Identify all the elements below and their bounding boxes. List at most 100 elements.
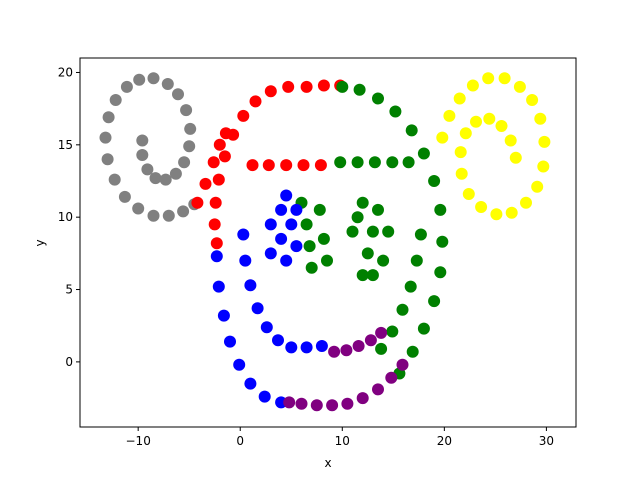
- scatter-point: [526, 94, 539, 106]
- scatter-point: [509, 151, 522, 164]
- scatter-point: [428, 175, 441, 187]
- scatter-point: [237, 109, 250, 122]
- scatter-point: [372, 92, 384, 105]
- scatter-point: [436, 131, 449, 144]
- x-tick-label: 30: [539, 434, 554, 448]
- scatter-point: [353, 83, 366, 96]
- scatter-point: [417, 147, 430, 160]
- scatter-point: [303, 240, 316, 253]
- scatter-point: [210, 250, 223, 263]
- scatter-point: [260, 321, 273, 334]
- scatter-point: [210, 237, 223, 250]
- scatter-point: [317, 232, 330, 245]
- scatter-point: [375, 326, 388, 339]
- scatter-point: [389, 105, 402, 118]
- scatter-point: [159, 173, 172, 186]
- scatter-point: [300, 218, 313, 231]
- scatter-point: [372, 203, 384, 216]
- scatter-point: [328, 345, 341, 358]
- scatter-point: [258, 390, 271, 403]
- scatter-point: [504, 134, 517, 147]
- scatter-point: [310, 399, 323, 412]
- series-layer: [99, 72, 551, 412]
- scatter-point: [454, 146, 467, 159]
- scatter-point: [372, 383, 384, 396]
- scatter-point: [434, 266, 447, 279]
- scatter-point: [505, 206, 518, 219]
- scatter-point: [283, 396, 296, 409]
- scatter-point: [264, 247, 277, 260]
- scatter-point: [396, 303, 409, 316]
- scatter-point: [120, 80, 133, 93]
- scatter-point: [361, 247, 374, 260]
- scatter-point: [101, 153, 114, 166]
- x-tick-label: 0: [236, 434, 244, 448]
- y-tick-label: 10: [58, 210, 73, 224]
- scatter-point: [149, 172, 162, 185]
- scatter-point: [356, 269, 369, 282]
- scatter-point: [356, 196, 369, 209]
- x-tick-label: −10: [126, 434, 151, 448]
- scatter-point: [262, 159, 275, 172]
- scatter-point: [346, 225, 359, 238]
- scatter-point: [275, 232, 288, 245]
- scatter-point: [136, 149, 149, 161]
- scatter-point: [351, 156, 364, 169]
- y-axis-label: y: [33, 239, 47, 246]
- scatter-point: [455, 167, 468, 180]
- scatter-point: [341, 397, 354, 410]
- scatter-point: [295, 397, 308, 410]
- scatter-point: [386, 156, 399, 169]
- scatter-point: [462, 188, 475, 200]
- scatter-point: [207, 156, 220, 169]
- scatter-point: [275, 203, 288, 216]
- scatter-point: [470, 115, 482, 128]
- scatter-point: [280, 159, 293, 172]
- scatter-point: [352, 340, 365, 352]
- scatter-point: [244, 279, 257, 292]
- scatter-point: [531, 180, 544, 193]
- plot-frame: [79, 57, 577, 428]
- scatter-point: [218, 150, 231, 163]
- scatter-point: [366, 225, 379, 238]
- scatter-point: [184, 122, 197, 135]
- scatter-point: [178, 156, 191, 169]
- scatter-point: [385, 371, 398, 384]
- scatter-point: [199, 177, 212, 190]
- scatter-point: [208, 218, 221, 231]
- scatter-point: [351, 211, 364, 224]
- scatter-point: [340, 344, 353, 357]
- scatter-point: [326, 399, 339, 412]
- scatter-point: [356, 392, 369, 405]
- scatter-point: [498, 72, 511, 85]
- x-axis-label: x: [324, 456, 331, 470]
- y-tick-label: 20: [58, 65, 73, 79]
- scatter-point: [108, 173, 121, 186]
- scatter-series: [283, 326, 409, 412]
- scatter-point: [169, 167, 182, 180]
- y-tick-label: 15: [58, 138, 73, 152]
- scatter-point: [285, 341, 298, 354]
- scatter-point: [162, 209, 175, 222]
- scatter-point: [141, 163, 154, 176]
- scatter-point: [434, 203, 447, 216]
- x-tick-label: 10: [335, 434, 350, 448]
- scatter-point: [402, 156, 415, 169]
- scatter-series: [295, 80, 449, 380]
- scatter-point: [147, 72, 160, 85]
- scatter-point: [183, 140, 196, 153]
- scatter-point: [410, 254, 423, 267]
- scatter-point: [264, 218, 277, 231]
- scatter-point: [280, 254, 293, 267]
- scatter-point: [537, 160, 550, 173]
- scatter-point: [217, 309, 230, 322]
- scatter-point: [212, 280, 225, 293]
- scatter-point: [99, 131, 112, 144]
- scatter-point: [297, 159, 310, 172]
- scatter-point: [209, 196, 222, 209]
- scatter-point: [483, 112, 496, 125]
- scatter-point: [321, 254, 333, 267]
- y-tick-label: 0: [65, 355, 73, 369]
- scatter-point: [428, 295, 441, 308]
